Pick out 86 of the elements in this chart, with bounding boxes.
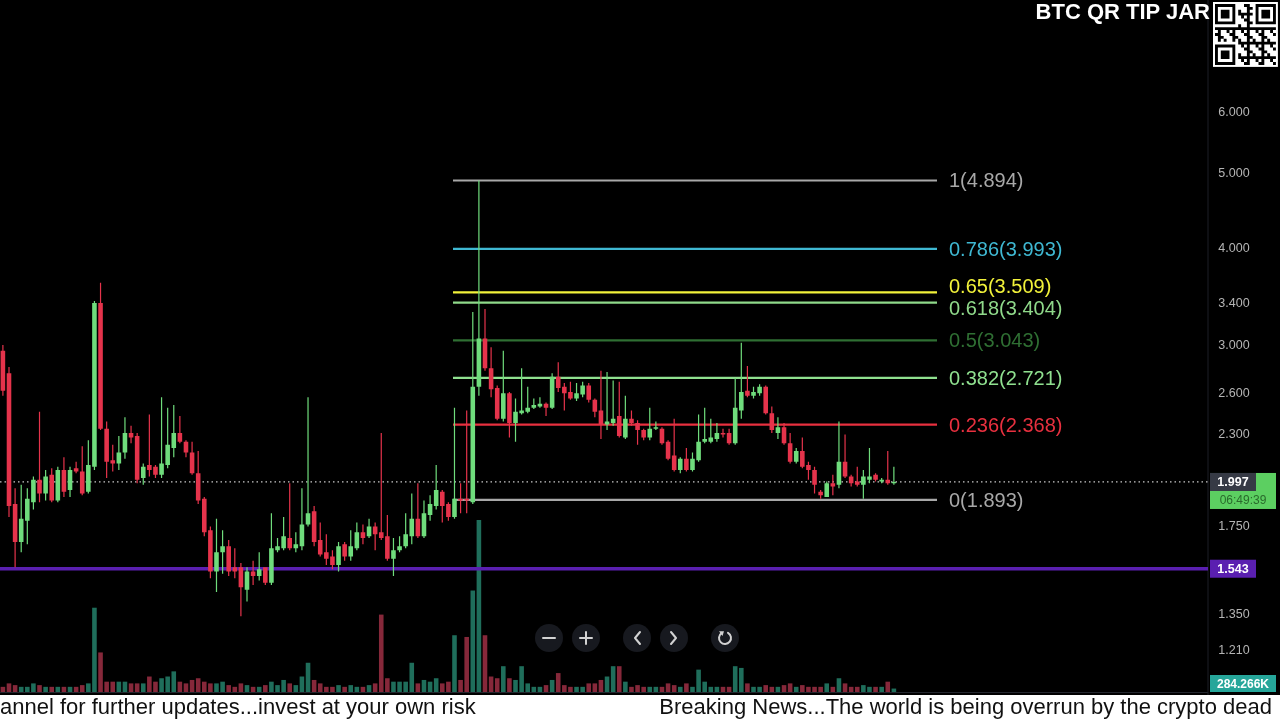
- ref-line-label: 1.543: [1217, 561, 1249, 576]
- bar: [140, 683, 146, 692]
- bar: [879, 686, 884, 692]
- ref-line-label: 0.5(3.043): [949, 329, 1041, 352]
- bar: [348, 685, 354, 692]
- bar: [452, 635, 457, 692]
- y-tick-label: 2.300: [1218, 427, 1250, 442]
- bar: [37, 685, 42, 692]
- candlestick: [775, 417, 781, 439]
- bar: [183, 683, 189, 692]
- bar: [616, 666, 622, 692]
- bar: [415, 683, 421, 692]
- candlestick: [427, 495, 433, 521]
- y-tick-label: 5.000: [1218, 166, 1250, 181]
- bar: [647, 686, 653, 692]
- bar: [684, 683, 689, 692]
- bar: [665, 683, 671, 692]
- ref-line-label: 1(4.894): [949, 169, 1024, 192]
- y-tick-label: 1.350: [1218, 606, 1250, 621]
- candlestick: [836, 421, 842, 489]
- bar: [79, 685, 85, 692]
- annotation: annel for further updates...invest at your own risk: [0, 694, 477, 719]
- bar: [592, 683, 598, 692]
- candlestick: [305, 397, 311, 527]
- bar: [854, 686, 860, 692]
- bar: [586, 683, 592, 692]
- ref-line-label: 0.786(3.993): [949, 237, 1063, 260]
- bar: [677, 686, 683, 692]
- bar: [336, 685, 341, 692]
- bar: [238, 683, 244, 692]
- y-tick-label: 1.750: [1218, 519, 1250, 534]
- bar: [128, 683, 134, 692]
- bar: [501, 666, 506, 692]
- y-tick-label: 1.210: [1218, 643, 1250, 658]
- bar: [134, 683, 140, 692]
- bar: [263, 685, 268, 692]
- bar: [873, 686, 878, 692]
- bar: [49, 686, 55, 692]
- candlestick: [299, 488, 305, 551]
- text: 284.266K: [1216, 676, 1270, 691]
- candlestick: [543, 402, 549, 416]
- ref-line-label: 0.65(3.509): [949, 275, 1052, 298]
- candlestick: [128, 425, 134, 444]
- bar: [226, 685, 231, 692]
- ref-line-label: 0.618(3.404): [949, 297, 1063, 320]
- bar: [885, 681, 891, 692]
- y-tick-label: 6.000: [1218, 104, 1250, 119]
- bar: [671, 685, 677, 692]
- bar: [793, 686, 799, 692]
- bar: [745, 683, 750, 692]
- candlestick: [537, 397, 543, 408]
- bar: [366, 685, 372, 692]
- bar: [342, 686, 347, 692]
- bar: [739, 667, 744, 692]
- ref-line-label: 0(1.893): [949, 488, 1024, 511]
- annotation: Breaking News...The world is being overrun by the crypto dead: [659, 694, 1272, 719]
- bar: [244, 685, 250, 692]
- candlestick: [360, 524, 366, 545]
- candlestick: [720, 428, 726, 438]
- candlestick: [854, 466, 860, 487]
- bar: [543, 685, 549, 692]
- bar: [763, 685, 769, 692]
- bar: [6, 683, 12, 692]
- bar: [287, 683, 293, 692]
- candlestick: [342, 542, 347, 561]
- y-tick-label: 3.400: [1218, 296, 1250, 310]
- ref-line-label: 0.382(2.721): [949, 366, 1063, 389]
- bar: [623, 681, 628, 692]
- text: 06:49:39: [1219, 492, 1267, 507]
- bar: [293, 685, 299, 692]
- bar: [43, 686, 48, 692]
- y-tick-label: 3.000: [1218, 338, 1250, 353]
- bar: [824, 683, 830, 692]
- bar: [781, 685, 787, 692]
- y-tick-label: 2.600: [1218, 386, 1250, 401]
- bar: [507, 678, 512, 692]
- bar: [12, 685, 18, 692]
- bar: [372, 683, 378, 692]
- bar: [842, 683, 848, 692]
- ref-line-label: 0.236(2.368): [949, 413, 1063, 436]
- y-tick-label: 4.000: [1218, 241, 1250, 256]
- candlestick: [842, 434, 848, 479]
- candlestick: [604, 371, 610, 431]
- bar: [787, 683, 793, 692]
- ref-line-label: 1.997: [1217, 474, 1249, 489]
- annotation: BTC QR TIP JAR: [1035, 0, 1211, 24]
